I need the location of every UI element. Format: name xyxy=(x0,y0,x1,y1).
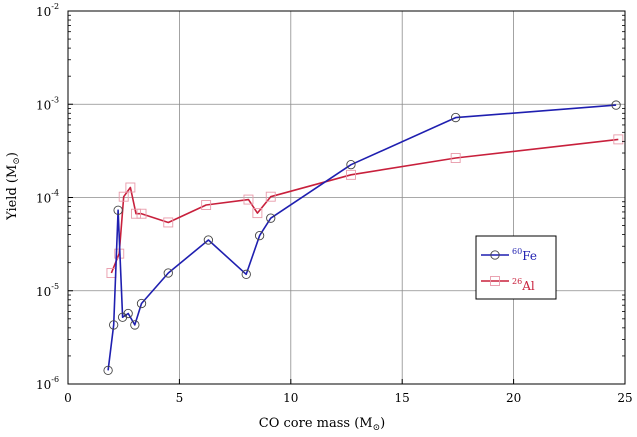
data-point-fe xyxy=(130,320,140,330)
y-tick-label: 10-4 xyxy=(36,189,59,206)
data-point-fe xyxy=(113,205,123,215)
legend-box xyxy=(475,235,557,300)
y-tick-label: 10-5 xyxy=(36,282,59,299)
legend-al-label: 26Al xyxy=(512,277,535,293)
data-point-fe xyxy=(346,160,356,170)
y-axis-label: Yield (M⊙) xyxy=(5,152,22,221)
data-point-al xyxy=(163,217,174,228)
data-point-fe xyxy=(266,213,276,223)
series-line-al xyxy=(110,138,619,274)
legend-fe-label: 60Fe xyxy=(512,247,537,263)
series-line-fe xyxy=(107,104,617,371)
data-point-fe xyxy=(123,308,133,319)
data-point-al xyxy=(131,208,141,219)
data-point-al xyxy=(125,182,136,193)
y-tick-label: 10-6 xyxy=(36,375,59,392)
data-point-al xyxy=(201,200,212,210)
y-tick-label: 10-3 xyxy=(36,95,59,112)
data-point-fe xyxy=(254,230,265,241)
grid xyxy=(68,11,625,384)
x-tick-label: 25 xyxy=(617,391,632,405)
data-point-al xyxy=(243,194,254,205)
data-point-al xyxy=(450,153,461,163)
data-point-fe xyxy=(611,100,621,110)
data-point-al xyxy=(613,134,624,145)
x-tick-label: 10 xyxy=(283,391,298,405)
x-tick-label: 15 xyxy=(395,391,410,405)
data-point-fe xyxy=(103,365,113,376)
data-point-al xyxy=(136,208,147,219)
ticks: 0 5 10 15 20 25 10-6 10-5 10-4 10-3 10-2 xyxy=(36,2,633,405)
data-point-al xyxy=(346,169,356,180)
legend-al-marker xyxy=(490,276,500,286)
data-point-al xyxy=(265,191,276,202)
x-tick-label: 20 xyxy=(506,391,521,405)
legend-fe-marker xyxy=(490,250,500,260)
data-point-al xyxy=(252,208,263,219)
data-point-fe xyxy=(136,298,147,309)
data-point-fe xyxy=(203,235,214,245)
x-tick-label: 0 xyxy=(64,391,72,405)
data-point-fe xyxy=(451,112,461,123)
series-layer xyxy=(103,100,624,376)
data-point-fe xyxy=(163,268,173,278)
data-point-fe xyxy=(241,269,251,279)
legend: 60Fe 26Al xyxy=(475,235,557,300)
x-axis-label: CO core mass (M⊙) xyxy=(259,416,385,433)
data-point-fe xyxy=(109,320,119,330)
x-tick-label: 5 xyxy=(176,391,184,405)
data-point-al xyxy=(118,191,129,202)
y-tick-label: 10-2 xyxy=(36,2,59,19)
